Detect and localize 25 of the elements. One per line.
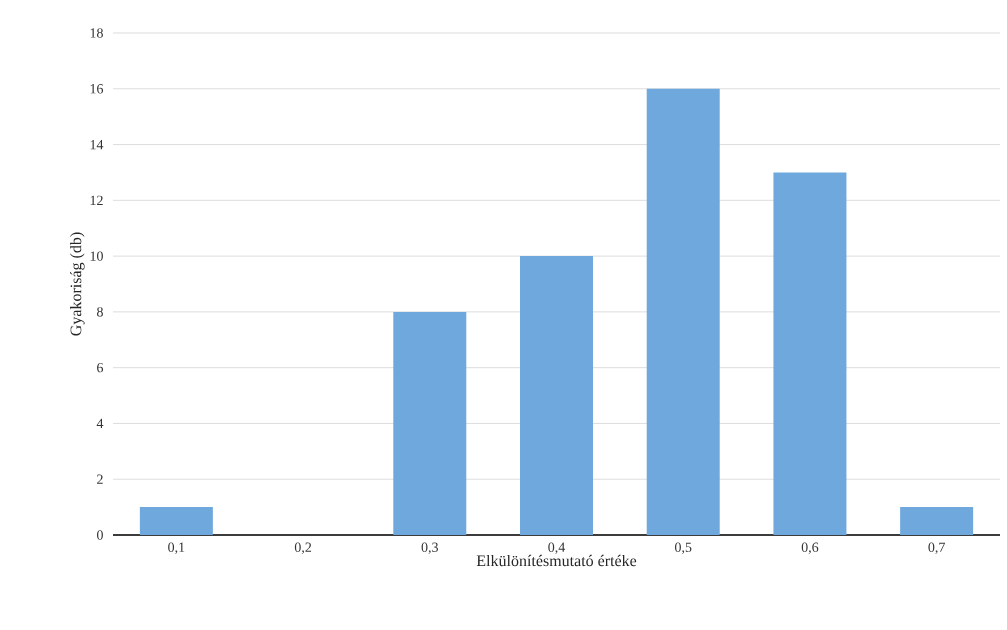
y-tick-label: 18 xyxy=(90,28,103,38)
y-tick-label: 8 xyxy=(97,307,103,317)
x-tick-label: 0,6 xyxy=(801,542,819,554)
y-tick-label: 0 xyxy=(97,530,103,540)
bar xyxy=(646,88,720,535)
bar xyxy=(520,256,593,535)
bar xyxy=(773,172,847,535)
y-tick-label: 4 xyxy=(96,418,104,429)
y-tick-label: 14 xyxy=(90,139,104,150)
x-tick-label: 0,4 xyxy=(548,542,566,554)
x-tick-label: 0,1 xyxy=(168,542,185,554)
y-tick-label: 2 xyxy=(97,474,103,484)
bar xyxy=(393,311,467,535)
bar xyxy=(900,507,974,535)
x-tick-label: 0,2 xyxy=(294,542,312,554)
y-tick-label: 16 xyxy=(90,84,104,94)
y-tick-label: 10 xyxy=(90,251,103,261)
x-tick-label: 0,7 xyxy=(928,542,945,554)
y-tick-label: 12 xyxy=(90,195,103,205)
y-axis-title: Gyakoriság (db) xyxy=(70,232,85,336)
x-axis-title: Elkülönítésmutató értéke xyxy=(476,554,637,567)
bar xyxy=(139,507,213,535)
x-tick-label: 0,5 xyxy=(675,542,692,554)
y-tick-label: 6 xyxy=(97,362,104,373)
x-tick-label: 0,3 xyxy=(421,542,438,554)
